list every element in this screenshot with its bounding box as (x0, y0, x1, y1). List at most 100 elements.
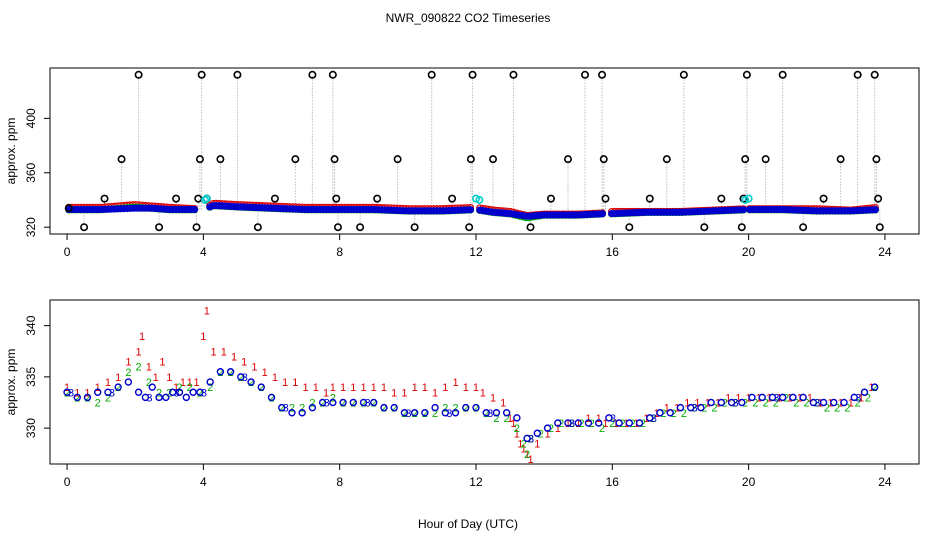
series-3-point (155, 393, 163, 402)
series-3-point (809, 398, 818, 407)
series-2-label: 2 (473, 403, 479, 415)
series-1-label: 1 (146, 362, 152, 374)
series-2-label: 2 (176, 382, 182, 394)
series-2-label: 2 (514, 423, 520, 435)
series-3-label: 3 (109, 387, 115, 399)
raw-point (526, 223, 535, 232)
series-3-point (850, 393, 858, 402)
series-3-point (390, 403, 398, 412)
series-2-label: 2 (752, 398, 758, 410)
chart-title: NWR_090822 CO2 Timeseries (386, 11, 551, 25)
raw-point (546, 194, 555, 203)
series-2-label: 2 (452, 403, 458, 415)
series-1-label: 1 (432, 387, 438, 399)
series-3-point (114, 383, 122, 391)
series-2-label: 2 (330, 392, 336, 404)
series-2-label: 2 (412, 408, 418, 420)
raw-point (598, 70, 607, 79)
band-sensor_3-point (466, 206, 475, 214)
series-2-label: 2 (872, 382, 878, 394)
series-2-label: 2 (125, 367, 131, 379)
raw-point (645, 194, 654, 203)
x-tick-label: 8 (336, 245, 343, 259)
series-1-label: 1 (136, 346, 142, 358)
series-1-label: 1 (292, 377, 298, 389)
series-1-label: 1 (473, 382, 479, 394)
series-3-label: 3 (651, 413, 657, 425)
y-tick-label: 320 (24, 217, 38, 237)
series-3-point (441, 409, 450, 417)
x-tick-label: 16 (606, 475, 620, 489)
raw-point (197, 70, 206, 79)
series-1-label: 1 (95, 382, 101, 394)
series-2-label: 2 (865, 392, 871, 404)
raw-point (489, 155, 498, 164)
raw-point (872, 155, 881, 164)
raw-point (427, 70, 436, 79)
raw-point (465, 223, 474, 232)
series-3-label: 3 (242, 372, 248, 384)
series-3-label: 3 (364, 398, 370, 410)
series-1-label: 1 (262, 367, 268, 379)
series-1-label: 1 (272, 372, 278, 384)
raw-point (599, 155, 608, 164)
flagged-point (475, 195, 484, 204)
series-3-point (635, 419, 644, 427)
series-3-point (288, 409, 296, 417)
series-3-point (182, 393, 191, 402)
series-3-point (727, 398, 736, 407)
series-3-point (666, 409, 674, 417)
series-2-label: 2 (74, 392, 80, 404)
x-axis-label: Hour of Day (UTC) (418, 517, 518, 531)
series-3-point (124, 378, 133, 386)
series-1-label: 1 (303, 382, 309, 394)
series-1-label: 1 (575, 418, 581, 430)
series-1-label: 1 (507, 413, 513, 425)
series-1-label: 1 (514, 428, 520, 440)
y-tick-label: 360 (24, 162, 38, 182)
series-1-label: 1 (596, 413, 602, 425)
series-2-label: 2 (483, 408, 489, 420)
series-1-label: 1 (602, 418, 608, 430)
series-2-label: 2 (299, 403, 305, 415)
series-3-point (686, 403, 695, 412)
series-1-label: 1 (330, 382, 336, 394)
raw-point (581, 70, 590, 79)
x-tick-label: 24 (878, 475, 892, 489)
series-2-label: 2 (763, 398, 769, 410)
series-3-point (410, 409, 419, 417)
series-3-point (451, 409, 460, 417)
series-3-point (748, 393, 756, 402)
series-1-label: 1 (848, 398, 854, 410)
raw-point (253, 223, 262, 232)
raw-point (332, 194, 341, 203)
series-1-label: 1 (371, 382, 377, 394)
raw-point (466, 155, 475, 164)
series-2-label: 2 (504, 413, 510, 425)
series-2-label: 2 (197, 387, 203, 399)
series-3-point (615, 419, 623, 427)
series-3-point (83, 393, 92, 402)
series-3-point (462, 403, 470, 412)
series-1-label: 1 (251, 362, 257, 374)
x-tick-label: 0 (64, 245, 71, 259)
series-3-point (492, 409, 501, 417)
series-1-label: 1 (735, 392, 741, 404)
raw-point (741, 155, 750, 164)
series-3-point (758, 393, 766, 402)
series-3-label: 3 (324, 398, 330, 410)
series-1-label: 1 (517, 439, 523, 451)
flagged-point (201, 195, 210, 204)
series-2-label: 2 (64, 387, 70, 399)
raw-point (155, 223, 164, 232)
series-1-label: 1 (221, 346, 227, 358)
series-1-label: 1 (684, 398, 690, 410)
series-1-label: 1 (173, 382, 179, 394)
series-2-label: 2 (360, 398, 366, 410)
series-1-label: 1 (412, 382, 418, 394)
raw-point (468, 70, 477, 79)
series-2-label: 2 (187, 382, 193, 394)
series-2-label: 2 (95, 398, 101, 410)
series-2-label: 2 (371, 398, 377, 410)
